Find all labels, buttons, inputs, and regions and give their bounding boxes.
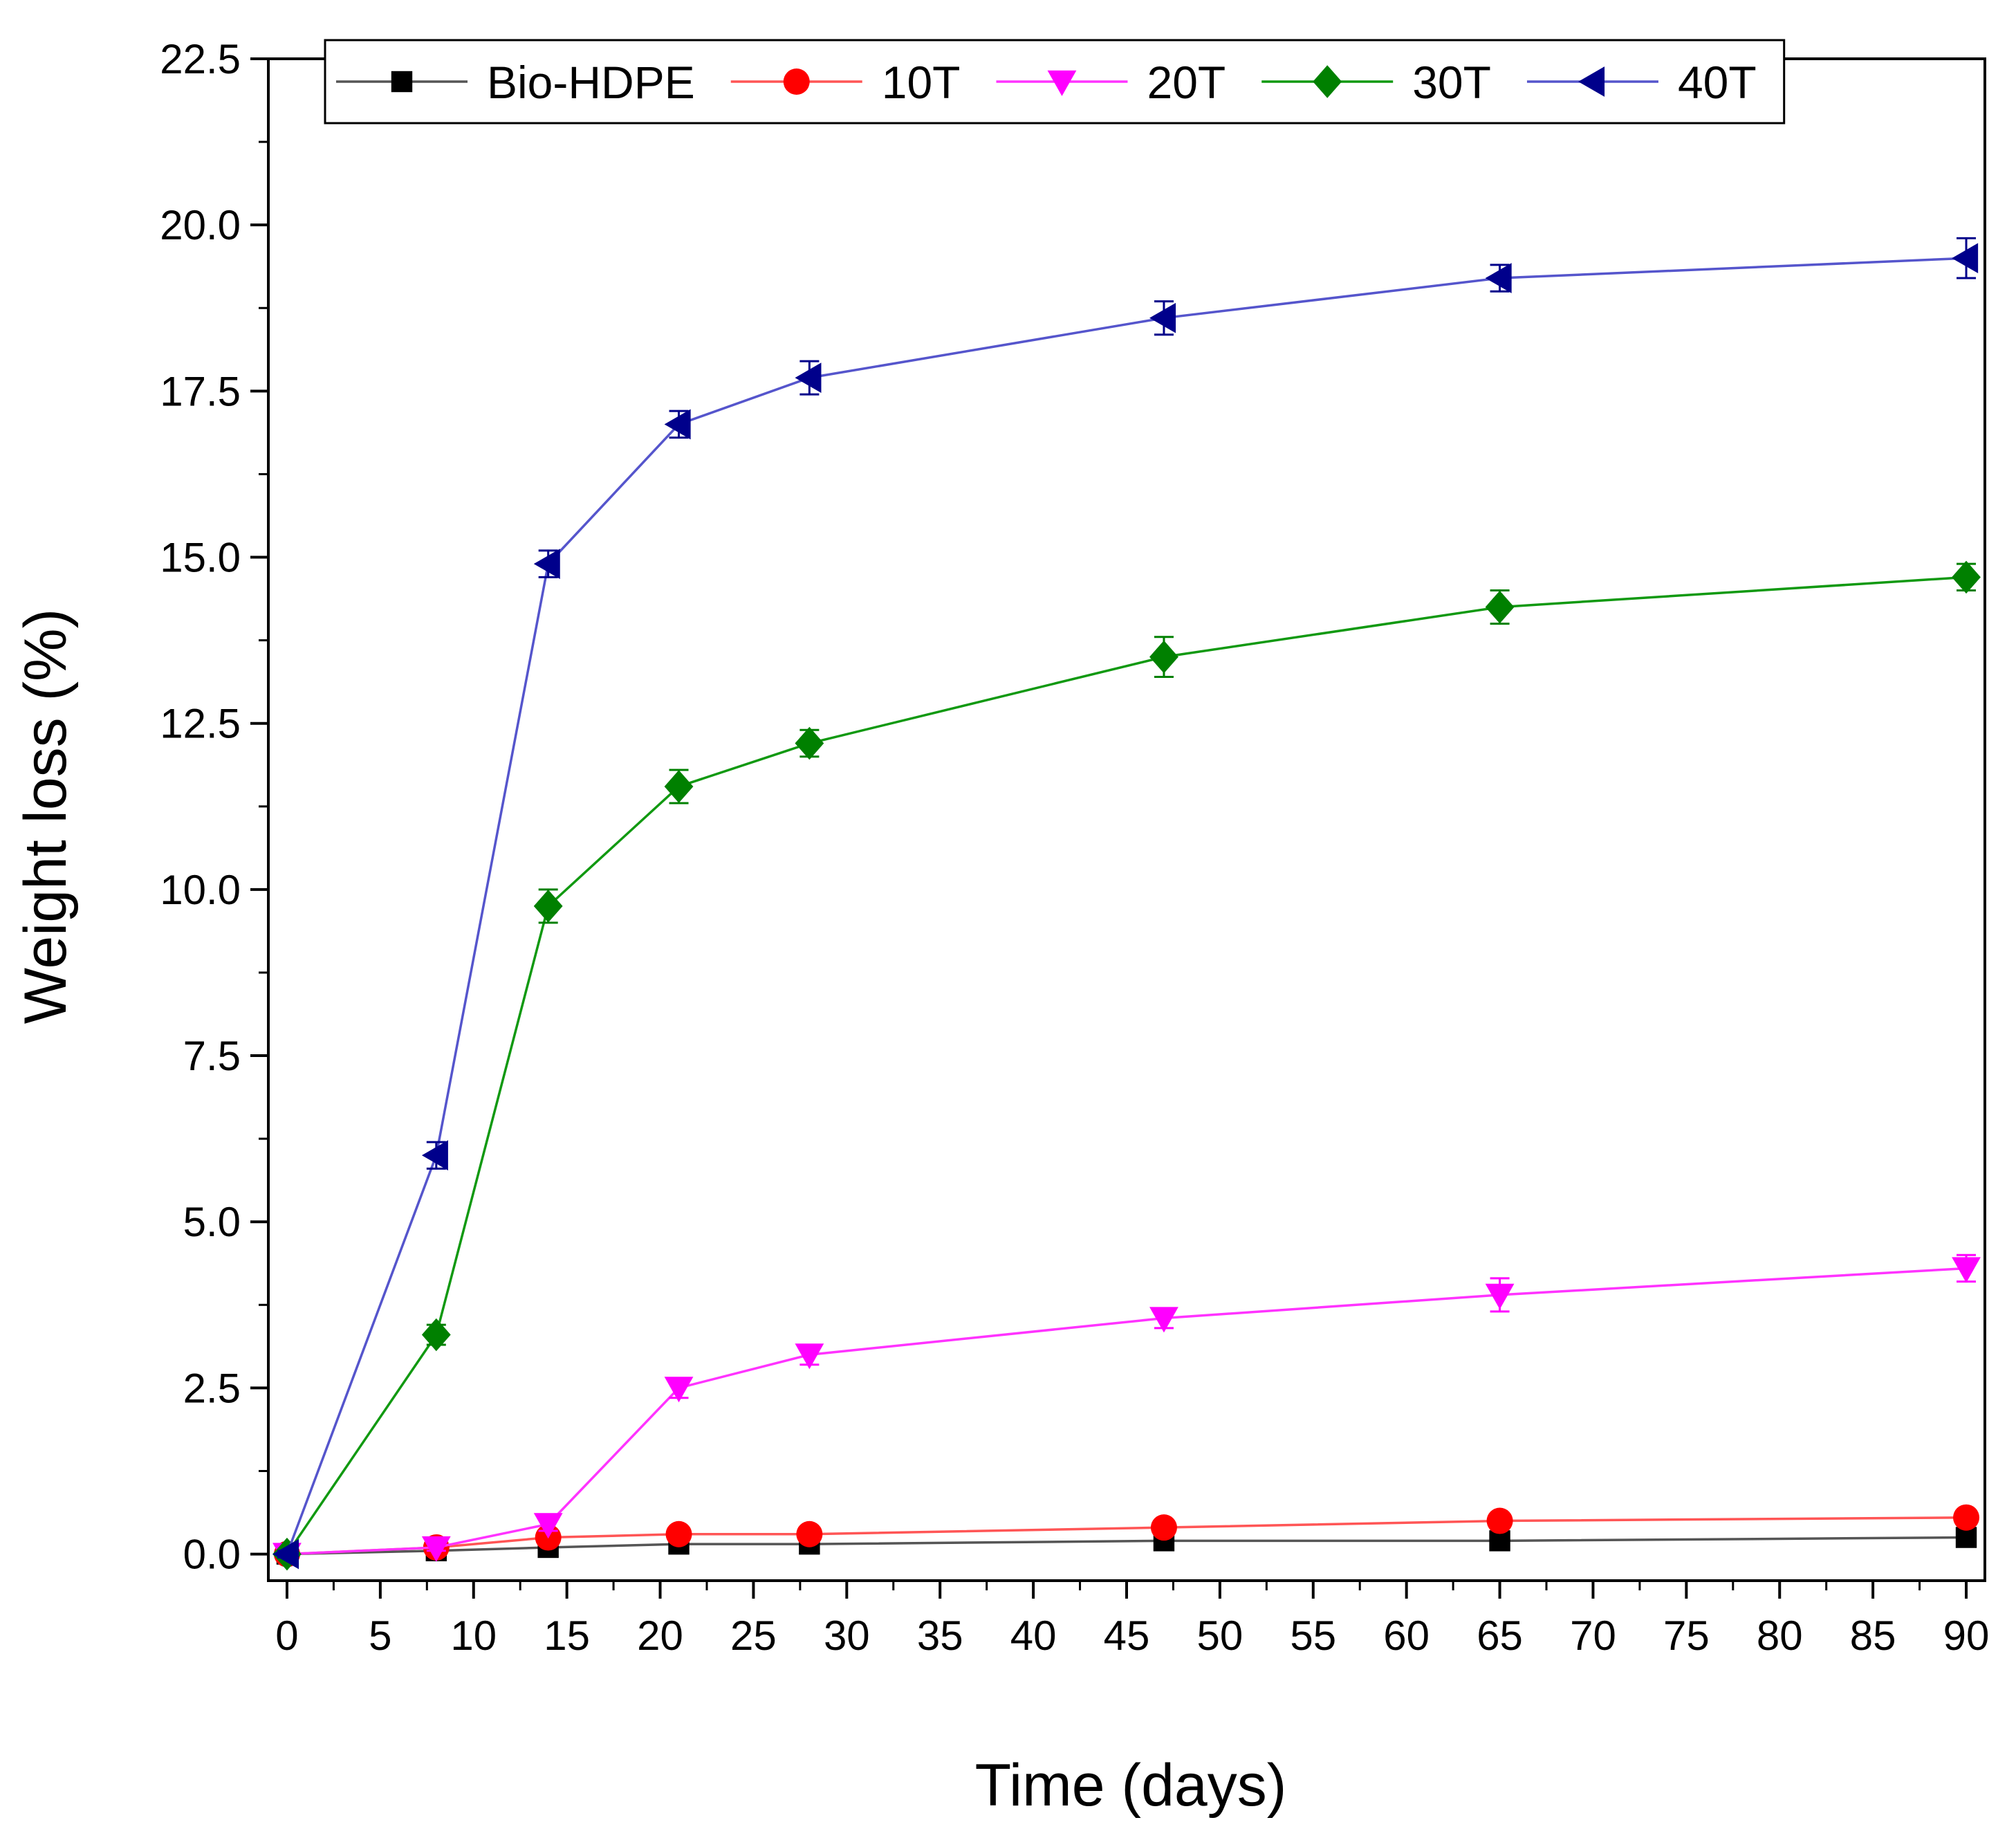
legend-item: 10T: [730, 57, 961, 108]
legend-item: 30T: [1261, 57, 1491, 108]
data-point: [1149, 1307, 1178, 1333]
y-tick-label: 5.0: [183, 1199, 241, 1245]
series-line: [286, 1536, 1967, 1556]
x-tick-label: 80: [1757, 1612, 1803, 1659]
data-point: [1485, 1283, 1515, 1309]
x-tick-label: 25: [730, 1612, 777, 1659]
data-point: [795, 726, 824, 760]
data-point: [1149, 640, 1178, 674]
x-axis-ticks: 0 5 10 15 20 25 30 35 40 45 50 55 60 65 70 75 80 85 90: [275, 1581, 1989, 1659]
y-tick-label: 22.5: [160, 36, 241, 82]
data-point: [1150, 1514, 1177, 1541]
y-axis-ticks: 0.0 2.5 5.0 7.5 10.0 12.5 15.0 17.5 20.0 22.5: [160, 36, 268, 1578]
series-line: [286, 576, 1967, 1555]
legend-marker: [1578, 66, 1605, 97]
legend-item: Bio-HDPE: [336, 57, 695, 108]
y-tick-label: 20.0: [160, 202, 241, 248]
x-tick-label: 60: [1383, 1612, 1430, 1659]
data-point: [421, 1318, 451, 1352]
y-tick-label: 7.5: [183, 1033, 241, 1079]
legend-marker: [783, 68, 810, 95]
x-axis-title: Time (days): [975, 1752, 1287, 1819]
data-point: [1485, 263, 1512, 293]
y-tick-label: 12.5: [160, 701, 241, 747]
series-layer: [272, 237, 1981, 1571]
x-tick-label: 55: [1290, 1612, 1336, 1659]
x-tick-label: 40: [1010, 1612, 1057, 1659]
series-20t: [272, 1253, 1981, 1569]
y-tick-label: 10.0: [160, 867, 241, 913]
x-tick-label: 5: [369, 1612, 391, 1659]
x-tick-label: 65: [1477, 1612, 1523, 1659]
series-line: [286, 1267, 1967, 1556]
y-tick-label: 2.5: [183, 1365, 241, 1411]
series-10t: [273, 1504, 1980, 1568]
series-bio-hdpe: [276, 1527, 1977, 1565]
data-point: [533, 890, 563, 923]
y-tick-label: 17.5: [160, 368, 241, 414]
data-point: [533, 549, 560, 579]
legend-label: Bio-HDPE: [487, 57, 695, 108]
data-point: [795, 1343, 824, 1370]
series-line: [286, 1516, 1967, 1556]
x-tick-label: 30: [824, 1612, 870, 1659]
x-tick-label: 20: [637, 1612, 683, 1659]
x-tick-label: 10: [450, 1612, 497, 1659]
y-tick-label: 0.0: [183, 1532, 241, 1578]
data-point: [795, 362, 822, 393]
y-tick-label: 15.0: [160, 535, 241, 581]
legend-label: 20T: [1147, 57, 1226, 108]
x-tick-label: 70: [1570, 1612, 1616, 1659]
plot-frame: [267, 57, 1986, 1582]
legend-marker: [391, 71, 413, 93]
data-point: [796, 1520, 823, 1547]
data-point: [664, 770, 694, 803]
data-point: [1149, 302, 1176, 333]
legend-label: 40T: [1678, 57, 1757, 108]
data-point: [421, 1140, 448, 1171]
legend-item: 40T: [1526, 57, 1757, 108]
data-point: [665, 1520, 692, 1547]
data-point: [1485, 590, 1515, 624]
data-point: [664, 409, 691, 440]
legend-label: 30T: [1412, 57, 1491, 108]
series-30t: [272, 560, 1981, 1571]
legend-label: 10T: [882, 57, 961, 108]
x-tick-label: 0: [275, 1612, 298, 1659]
data-point: [421, 1536, 451, 1562]
data-point: [1952, 560, 1981, 594]
series-line: [286, 257, 1967, 1555]
data-point: [533, 1513, 563, 1539]
data-point: [1953, 1504, 1980, 1531]
legend-marker: [1313, 65, 1342, 98]
legend: Bio-HDPE 10T 20T 30T 40T: [324, 39, 1786, 125]
x-tick-label: 75: [1663, 1612, 1710, 1659]
x-tick-label: 50: [1197, 1612, 1243, 1659]
x-tick-label: 15: [544, 1612, 590, 1659]
x-tick-label: 35: [917, 1612, 963, 1659]
x-tick-label: 85: [1850, 1612, 1896, 1659]
series-40t: [272, 237, 1979, 1570]
data-point: [1486, 1507, 1513, 1534]
data-point: [664, 1377, 694, 1403]
x-tick-label: 45: [1104, 1612, 1150, 1659]
y-axis-title: Weight loss (%): [12, 609, 79, 1024]
data-point: [1952, 1257, 1981, 1283]
data-point: [1952, 243, 1979, 274]
data-point: [272, 1538, 299, 1570]
legend-marker: [1047, 70, 1077, 96]
x-tick-label: 90: [1943, 1612, 1990, 1659]
legend-item: 20T: [996, 57, 1226, 108]
